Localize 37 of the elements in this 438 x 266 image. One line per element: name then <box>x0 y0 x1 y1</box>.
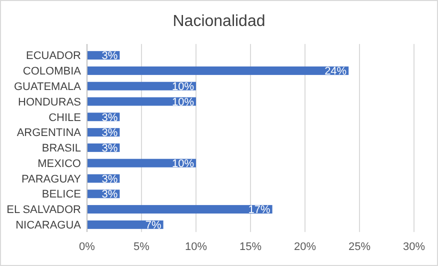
bar <box>87 158 196 168</box>
data-label: 10% <box>172 158 194 170</box>
data-label: 7% <box>145 220 162 232</box>
y-tick-label: BELICE <box>42 188 81 201</box>
data-label: 17% <box>248 204 271 216</box>
y-tick-label: PARAGUAY <box>22 173 82 186</box>
bar <box>87 82 196 90</box>
y-tick-label: HONDURAS <box>18 96 81 108</box>
x-tick-label: 30% <box>402 241 426 253</box>
y-tick-label: ECUADOR <box>26 50 82 62</box>
data-label: 10% <box>172 80 194 93</box>
y-tick-label: COLOMBIA <box>22 66 82 78</box>
data-label: 3% <box>102 50 118 62</box>
x-tick-label: 25% <box>348 241 371 253</box>
x-tick-label: 5% <box>134 241 150 253</box>
data-label: 3% <box>102 127 118 140</box>
bar <box>87 220 164 229</box>
y-tick-label: MEXICO <box>38 158 82 170</box>
data-label: 3% <box>102 173 118 186</box>
bar <box>87 66 349 75</box>
x-tick-label: 15% <box>239 241 262 253</box>
y-tick-label: GUATEMALA <box>14 80 82 93</box>
data-label: 10% <box>172 96 194 108</box>
chart-title: Nacionalidad <box>172 13 266 30</box>
x-tick-label: 0% <box>79 241 96 253</box>
y-tick-label: BRASIL <box>42 142 81 155</box>
y-tick-label: EL SALVADOR <box>6 204 82 216</box>
bar <box>87 205 272 214</box>
y-tick-label: NICARAGUA <box>16 220 82 232</box>
data-label: 3% <box>102 188 118 201</box>
y-tick-label: ARGENTINA <box>16 127 82 140</box>
data-label: 3% <box>102 112 118 124</box>
data-label: 3% <box>102 142 118 155</box>
x-tick-label: 10% <box>184 241 208 253</box>
y-tick-label: CHILE <box>48 112 81 124</box>
x-tick-label: 20% <box>294 241 316 253</box>
data-label: 24% <box>324 66 347 78</box>
